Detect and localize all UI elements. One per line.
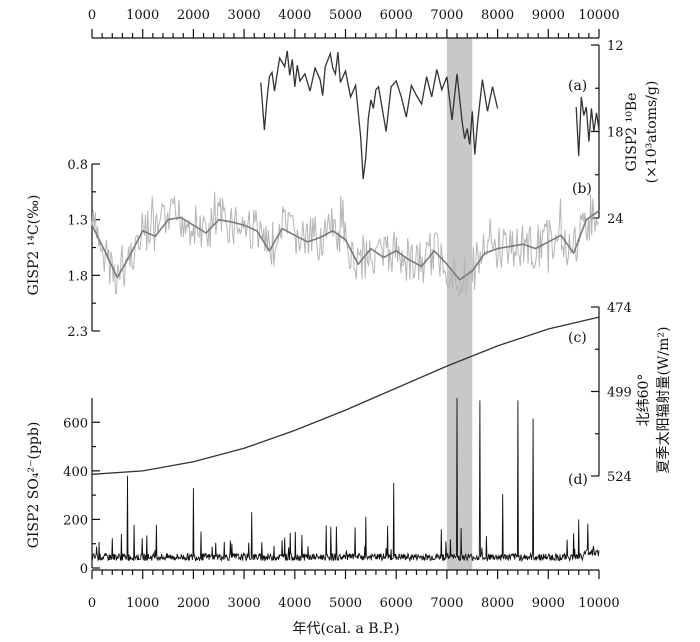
series-c-line [91, 316, 600, 475]
bottom-tick-label: 6000 [380, 596, 413, 611]
top-x-axis: 0 1000 2000 3000 4000 5000 6000 7000 8000 9000 100… [88, 8, 620, 39]
left-y-axes: 0.8 1.3 1.8 2.3 0 200 400 600 [63, 158, 100, 577]
top-tick-label: 7000 [430, 8, 463, 23]
top-tick-label: 1000 [126, 8, 159, 23]
series-a-segment-0 [260, 50, 499, 180]
series-b-smooth [91, 210, 600, 281]
bottom-tick-label: 4000 [278, 596, 311, 611]
series-c [91, 316, 600, 475]
axis-a-tick-label: 18 [607, 126, 624, 141]
bottom-tick-label: 3000 [228, 596, 261, 611]
panel-d-label: (d) [568, 472, 588, 488]
panel-a-label: (a) [568, 78, 587, 94]
top-tick-label: 6000 [380, 8, 413, 23]
bottom-x-axis: 0 1000 2000 3000 4000 5000 6000 7000 8000 9000 100… [88, 569, 620, 611]
y-label-b: GISP2 ¹⁴C(‰) [26, 195, 42, 296]
top-tick-label: 9000 [532, 8, 565, 23]
axis-b-tick-label: 1.8 [67, 269, 88, 284]
top-tick-label: 10000 [578, 8, 619, 23]
y-label-a: GISP2 ¹⁰Be (×10³atoms/g) [624, 81, 660, 184]
series-b-smooth-line [91, 210, 600, 281]
top-tick-label: 3000 [228, 8, 261, 23]
panel-b-label: (b) [572, 181, 592, 197]
y-label-c: 北纬60° 夏季太阳辐射量(W/m²) [636, 327, 672, 474]
axis-d-tick-label: 0 [80, 562, 88, 577]
series-a-segment-1 [575, 96, 600, 157]
series-d [91, 397, 600, 563]
panel-c-label: (c) [568, 330, 587, 346]
bottom-tick-label: 8000 [481, 596, 514, 611]
top-tick-label: 0 [88, 8, 96, 23]
bottom-tick-label: 1000 [126, 596, 159, 611]
y-label-d: GISP2 SO₄²⁻(ppb) [26, 422, 42, 549]
axis-d-tick-label: 600 [63, 416, 88, 431]
right-y-axes: 12 18 24 474 499 524 [591, 39, 632, 485]
ylab-c-line: 北纬60° [636, 374, 652, 427]
bottom-tick-label: 9000 [532, 596, 565, 611]
x-axis-label: 年代(cal. a B.P.) [292, 621, 399, 637]
axis-b-tick-label: 0.8 [67, 158, 88, 173]
ylab-c-line: 夏季太阳辐射量(W/m²) [656, 327, 672, 474]
bottom-tick-label: 2000 [177, 596, 210, 611]
shaded-band [446, 38, 473, 570]
axis-a-tick-label: 12 [607, 39, 624, 54]
top-tick-label: 5000 [329, 8, 362, 23]
axis-c-tick-label: 524 [607, 470, 632, 485]
top-tick-label: 4000 [278, 8, 311, 23]
series-a [260, 50, 600, 180]
axis-a-tick-label: 24 [607, 212, 624, 227]
ylab-a-line: GISP2 ¹⁰Be [624, 93, 640, 172]
top-tick-label: 2000 [177, 8, 210, 23]
top-tick-label: 8000 [481, 8, 514, 23]
ylab-a-line: (×10³atoms/g) [644, 81, 660, 184]
bottom-tick-label: 7000 [430, 596, 463, 611]
axis-b-tick-label: 1.3 [67, 214, 88, 229]
axis-c-tick-label: 499 [607, 386, 632, 401]
bottom-tick-label: 0 [88, 596, 96, 611]
axis-d-tick-label: 200 [63, 513, 88, 528]
bottom-tick-label: 10000 [578, 596, 619, 611]
axis-d-tick-label: 400 [63, 465, 88, 480]
axis-b-tick-label: 2.3 [67, 325, 88, 340]
series-d-line [91, 397, 600, 563]
bottom-tick-label: 5000 [329, 596, 362, 611]
axis-c-tick-label: 474 [607, 301, 632, 316]
